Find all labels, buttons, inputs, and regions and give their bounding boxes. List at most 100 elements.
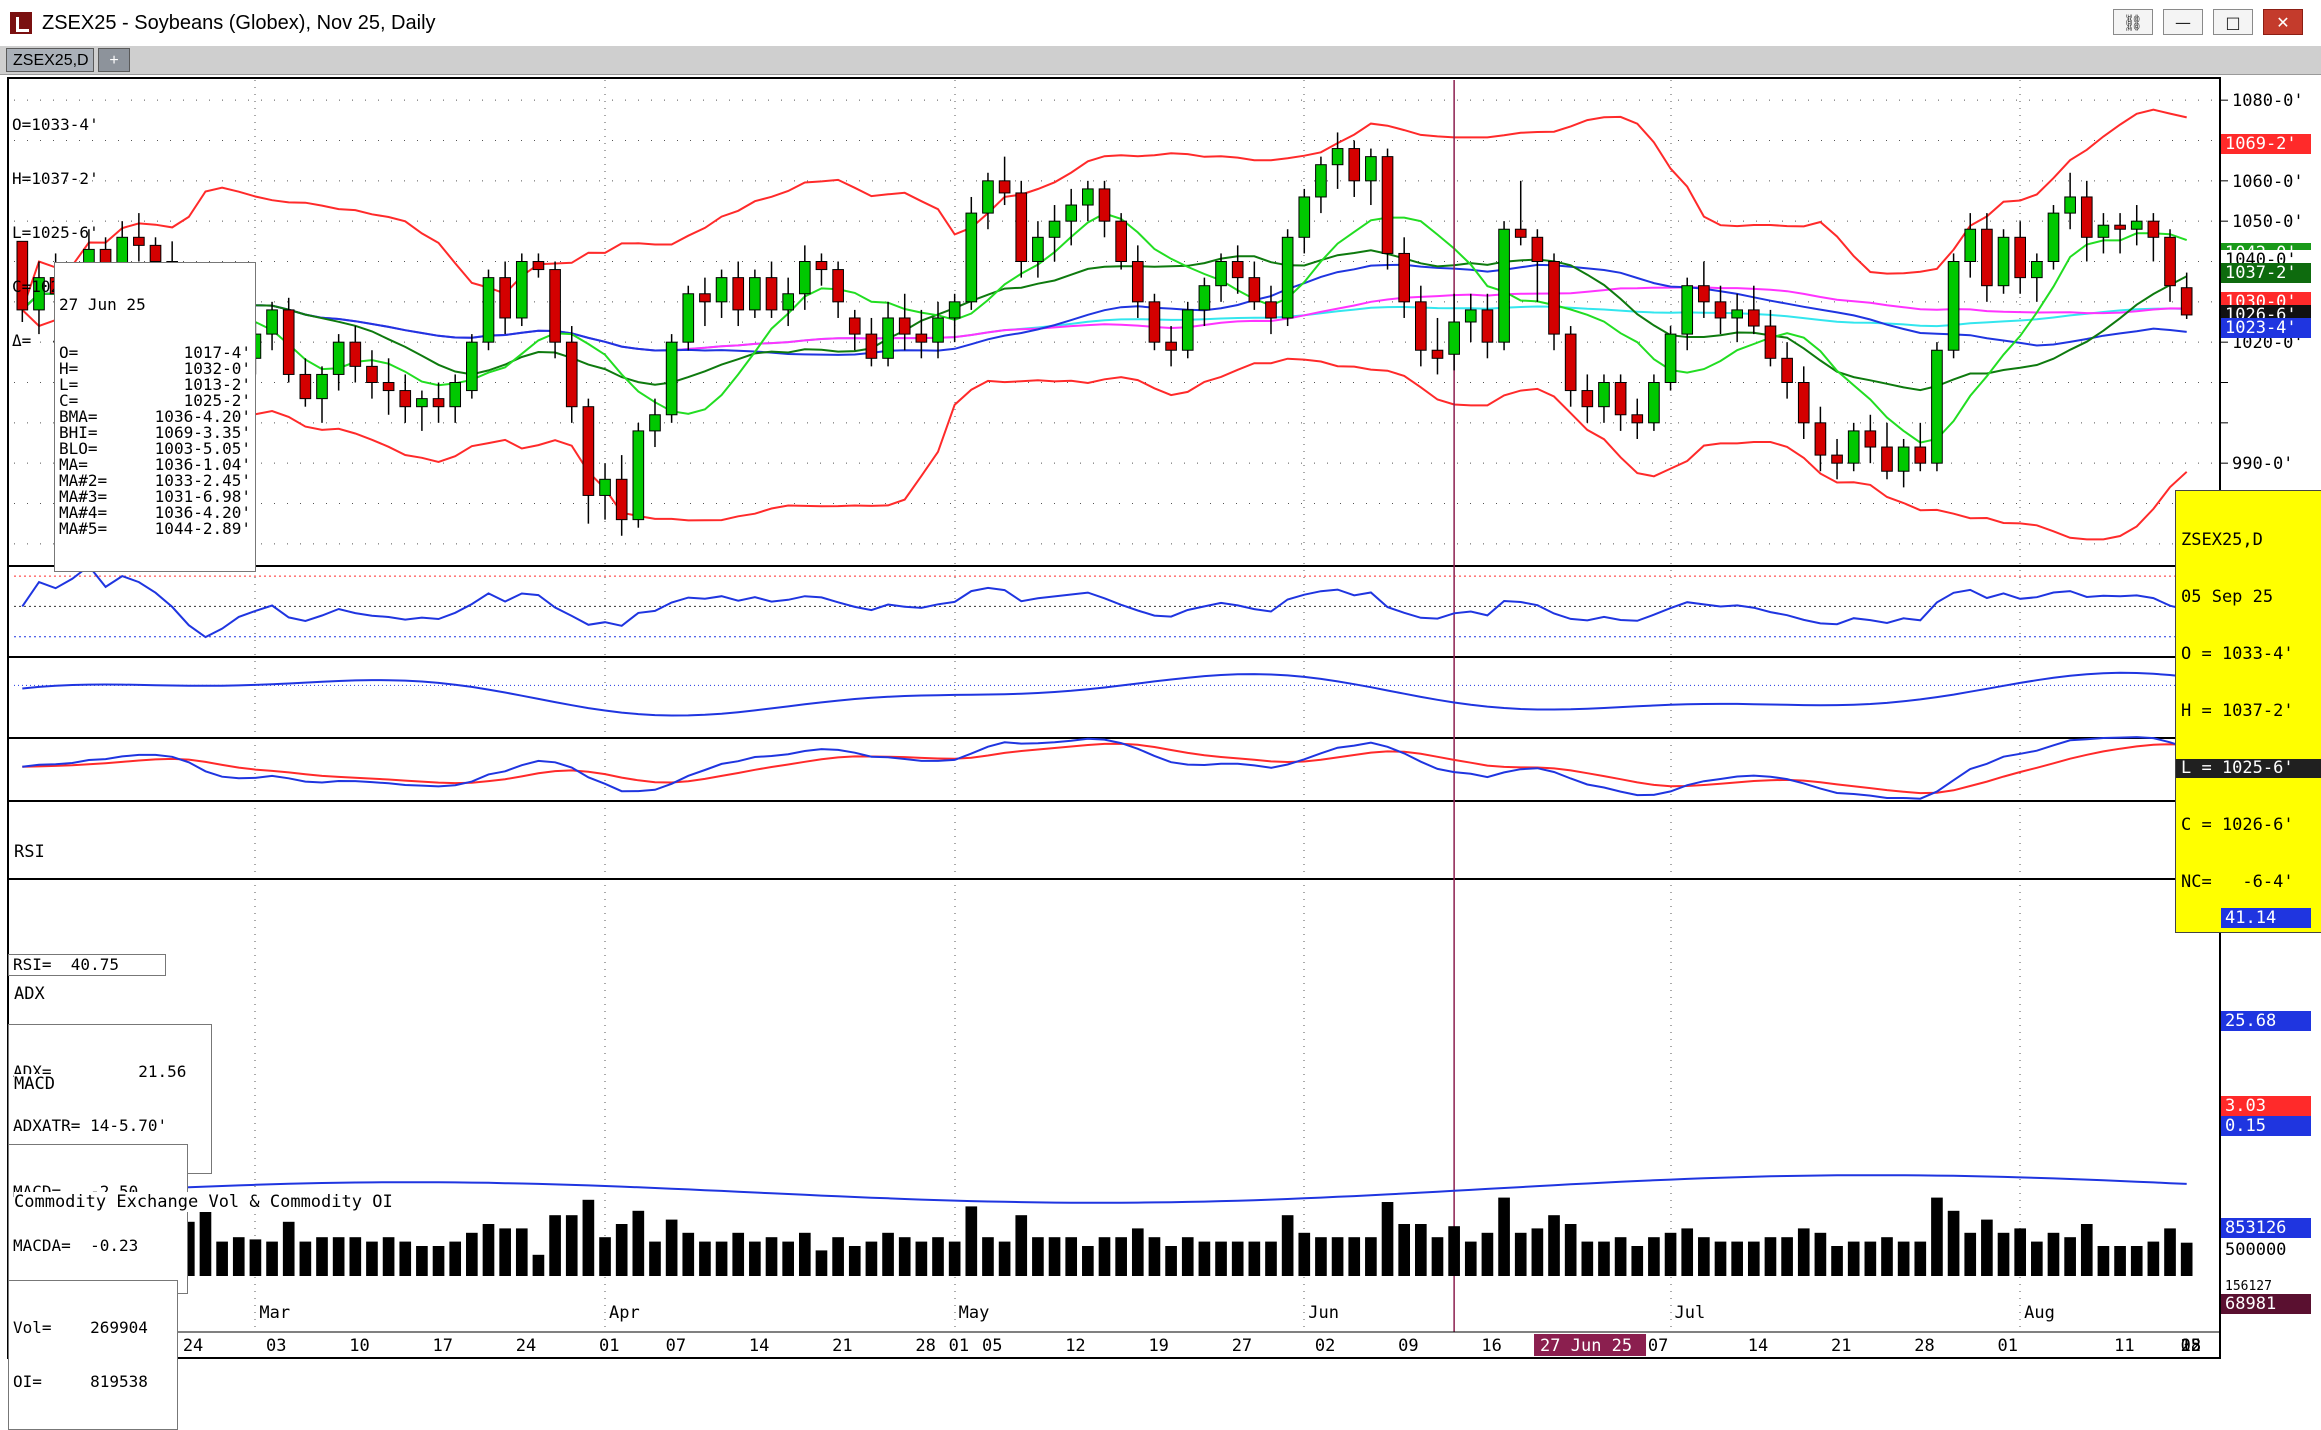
volume-bar: [1215, 1241, 1227, 1276]
candle-body: [16, 240, 29, 311]
date-tick-label: 18: [2181, 1336, 2201, 1356]
volume-bar: [2164, 1228, 2176, 1276]
volume-bar: [1631, 1246, 1644, 1276]
tab-zsex25-d[interactable]: ZSEX25,D: [6, 48, 94, 72]
date-tick-label: 02: [2181, 1336, 2201, 1356]
link-chain-icon[interactable]: ⛓: [2113, 9, 2153, 35]
last-net-change: NC= -6-4': [2181, 872, 2294, 892]
rsi-panel-label: RSI: [14, 842, 45, 862]
app-logo-icon: [10, 12, 32, 34]
volume-bar: [1947, 1210, 1960, 1276]
volume-bar: [332, 1237, 345, 1276]
candle-body: [1981, 228, 1993, 287]
date-tick-label: 24: [183, 1336, 203, 1356]
volume-bar: [1165, 1246, 1177, 1276]
volume-bar: [1498, 1197, 1510, 1276]
cursor-row-key: BHI=: [59, 423, 98, 442]
volume-axis-tick-2: 156127: [2221, 1280, 2311, 1294]
volume-bar: [1481, 1232, 1494, 1276]
chart-canvas[interactable]: 1080-0'1060-0'1050-0'1020-0'990-0'980-0'…: [0, 76, 2321, 1362]
candle-body: [1315, 164, 1327, 198]
candle-body: [1631, 414, 1644, 424]
cursor-row-key: MA#5=: [59, 519, 108, 538]
rsi-line: [21, 564, 2187, 639]
volume-bar: [1914, 1241, 1927, 1276]
volume-bar: [1781, 1237, 1793, 1276]
volume-bar: [699, 1241, 711, 1276]
candle-body: [1431, 349, 1444, 359]
candle-body: [1598, 382, 1610, 408]
volume-bar: [1415, 1224, 1427, 1276]
open-interest-line: [22, 1174, 2187, 1204]
candle-body: [1747, 309, 1760, 327]
volume-bar: [299, 1241, 312, 1276]
candle-body: [2130, 220, 2143, 230]
restore-button[interactable]: □: [2213, 9, 2253, 35]
candle-body: [1098, 188, 1111, 222]
minimize-button[interactable]: —: [2163, 9, 2203, 35]
volume-bar: [682, 1232, 695, 1276]
bollinger-lower-line: [21, 309, 2188, 541]
candle-body: [1531, 236, 1544, 263]
candle-body: [898, 317, 911, 335]
candle-body: [1148, 301, 1161, 343]
candle-body: [1032, 236, 1044, 263]
candle-body: [732, 277, 745, 311]
cursor-row-value: 1013-2': [183, 375, 251, 394]
add-tab-button[interactable]: +: [98, 48, 130, 72]
date-tick-label: 07: [666, 1336, 686, 1356]
macd-value-tag: 3.03: [2221, 1096, 2311, 1116]
date-tick-label: 05: [982, 1336, 1002, 1356]
cursor-row-value: 1036-4.20': [154, 503, 251, 522]
window-title: ZSEX25 - Soybeans (Globex), Nov 25, Dail…: [42, 12, 436, 34]
candle-body: [432, 398, 445, 408]
cursor-row-value: 1032-0': [183, 359, 251, 378]
date-tick-label: 25: [2181, 1336, 2201, 1356]
cursor-row: BMA= 1036-4.20': [59, 409, 251, 425]
cursor-row-value: 1003-5.05': [154, 439, 251, 458]
cursor-row-value: 1036-1.04': [154, 455, 251, 474]
volume-bar: [2097, 1246, 2110, 1276]
price-axis-tag: 1037-2': [2221, 262, 2311, 283]
date-tick-label: 10: [349, 1336, 369, 1356]
candle-body: [982, 180, 994, 214]
volume-bar: [848, 1246, 861, 1276]
candle-body: [1231, 261, 1244, 279]
ma2-darkgreen-line: [21, 249, 2188, 392]
volume-bar: [815, 1250, 828, 1276]
volume-bar: [1115, 1237, 1127, 1276]
adx-value-tag: 25.68: [2221, 1011, 2311, 1031]
cursor-row: MA= 1036-1.04': [59, 457, 251, 473]
volume-bar: [1448, 1226, 1460, 1276]
candle-body: [499, 277, 511, 319]
candle-body: [1348, 148, 1361, 182]
close-button[interactable]: ✕: [2263, 9, 2303, 35]
volume-bar: [1797, 1228, 1810, 1276]
date-tick-label: 14: [749, 1336, 769, 1356]
volume-bar: [1681, 1228, 1694, 1276]
candle-body: [1964, 228, 1977, 263]
candle-body: [332, 341, 345, 375]
volume-bar: [649, 1241, 661, 1276]
oi-value-tag: 853126: [2221, 1218, 2311, 1238]
rsi-readout: RSI= 40.75: [8, 954, 166, 976]
candle-body: [1181, 309, 1194, 351]
candle-body: [2047, 212, 2060, 263]
volume-bar: [1065, 1237, 1078, 1276]
candle-body: [815, 261, 828, 271]
candle-body: [133, 236, 145, 246]
volume-bar: [216, 1241, 228, 1276]
candle-body: [615, 478, 628, 521]
cursor-row: C= 1025-2': [59, 393, 251, 409]
cursor-row-key: MA#4=: [59, 503, 108, 522]
candle-body: [549, 269, 561, 343]
date-tick-label: 24: [516, 1336, 536, 1356]
macd-line: [22, 736, 2188, 800]
volume-bar: [1365, 1237, 1377, 1276]
candle-body: [2147, 220, 2160, 238]
chart-area[interactable]: 1080-0'1060-0'1050-0'1020-0'990-0'980-0'…: [0, 76, 2321, 1430]
volume-bar: [1231, 1241, 1244, 1276]
volume-bar: [765, 1237, 778, 1276]
candle-body: [1498, 228, 1510, 343]
last-close: C = 1026-6': [2181, 815, 2294, 835]
